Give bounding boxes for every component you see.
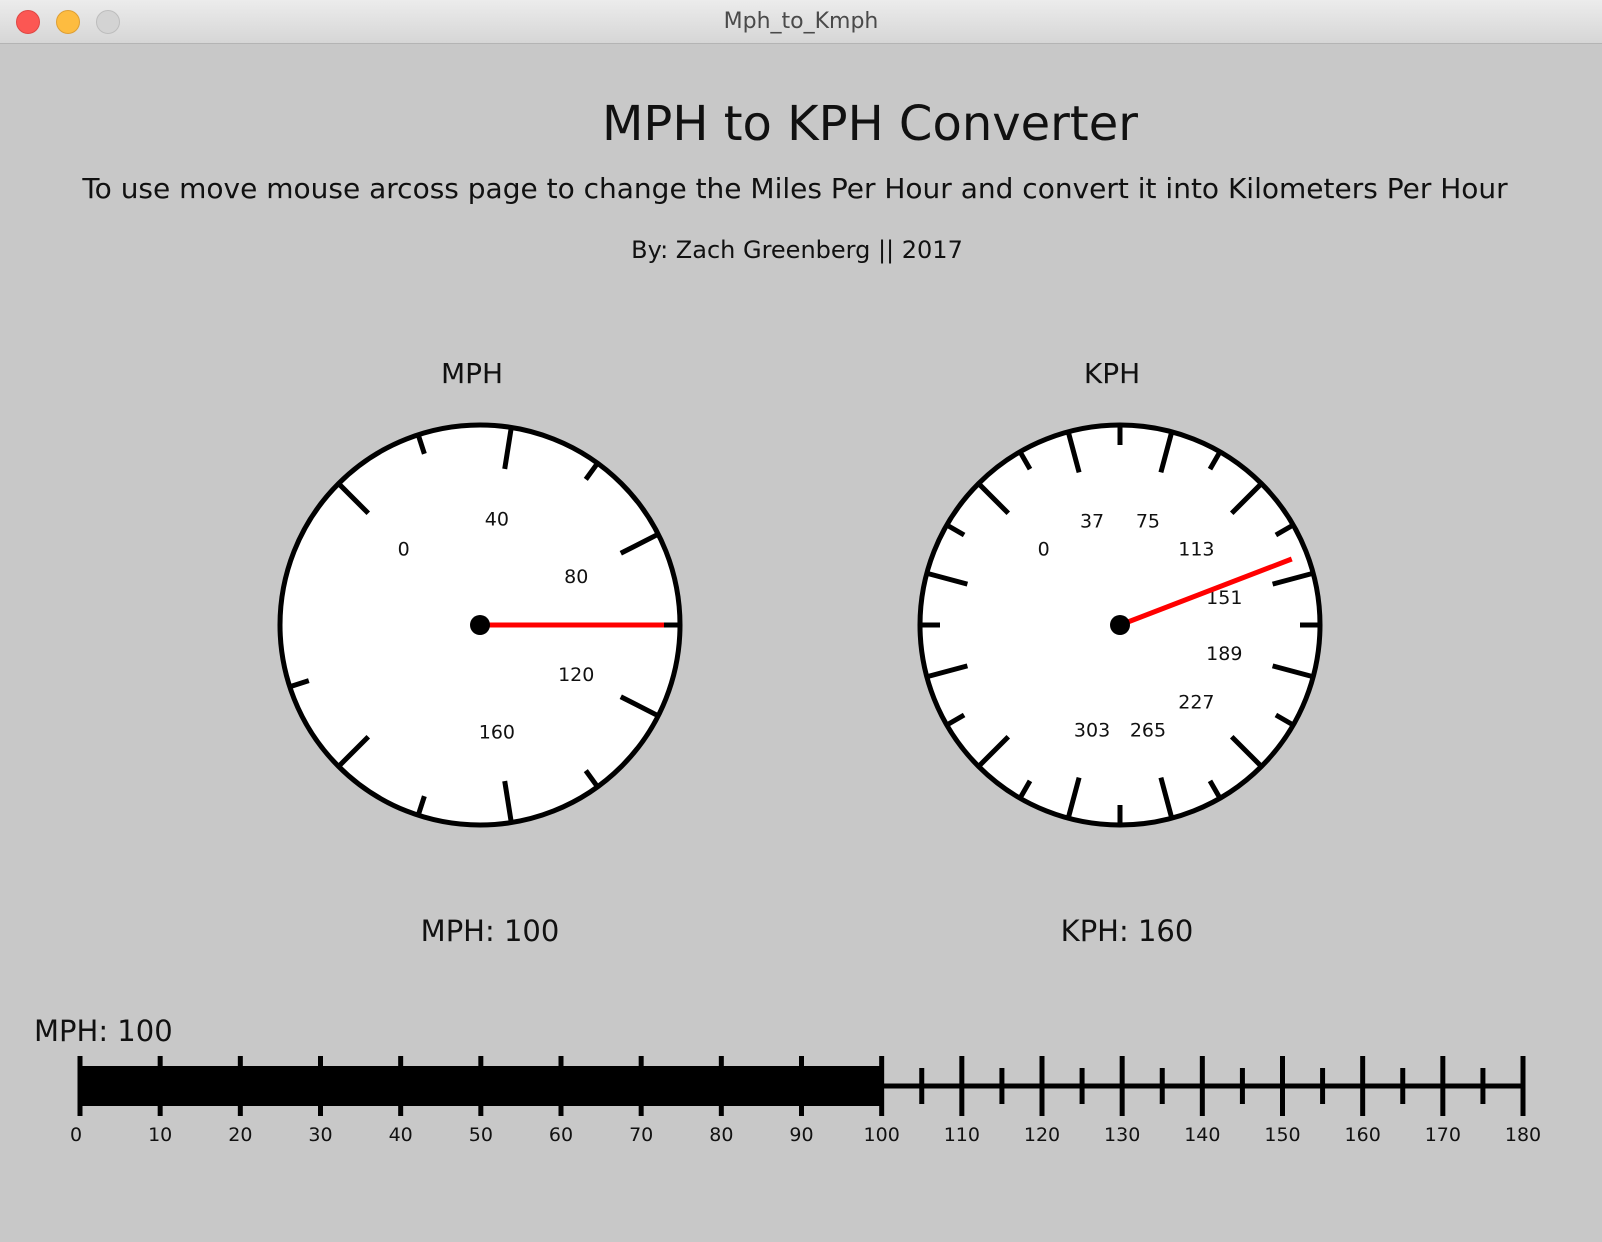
close-button[interactable] bbox=[16, 10, 40, 34]
slider-tick-label: 150 bbox=[1264, 1124, 1300, 1146]
kph-minor-tick bbox=[1017, 779, 1033, 800]
mph-tick-label: 40 bbox=[485, 508, 509, 530]
kph-minor-tick bbox=[945, 712, 966, 728]
mph-minor-tick bbox=[415, 434, 427, 455]
mph-major-tick bbox=[619, 694, 660, 719]
slider-tick-label: 180 bbox=[1505, 1124, 1541, 1146]
kph-tick-label: 37 bbox=[1080, 511, 1104, 533]
slider-tick-label: 20 bbox=[228, 1124, 252, 1146]
kph-major-tick bbox=[1158, 431, 1175, 474]
kph-tick-label: 189 bbox=[1206, 643, 1242, 665]
kph-tick-label: 151 bbox=[1206, 587, 1242, 609]
kph-major-tick bbox=[1158, 776, 1175, 819]
slider-tick-label: 30 bbox=[308, 1124, 332, 1146]
slider-tick-label: 170 bbox=[1425, 1124, 1461, 1146]
mph-major-tick bbox=[619, 531, 660, 556]
kph-major-tick bbox=[976, 734, 1011, 769]
kph-major-tick bbox=[926, 663, 969, 680]
mph-major-tick bbox=[336, 481, 371, 516]
slider-tick-label: 70 bbox=[629, 1124, 653, 1146]
title-bar[interactable]: Mph_to_Kmph bbox=[0, 0, 1602, 44]
mph-tick-label: 160 bbox=[479, 722, 515, 744]
slider-tick-label: 0 bbox=[70, 1124, 82, 1146]
kph-tick-label: 75 bbox=[1136, 511, 1160, 533]
slider-tick-label: 80 bbox=[709, 1124, 733, 1146]
window-title: Mph_to_Kmph bbox=[723, 9, 879, 34]
mph-major-tick bbox=[336, 734, 371, 769]
byline: By: Zach Greenberg || 2017 bbox=[631, 236, 963, 264]
kph-readout: KPH: 160 bbox=[1060, 914, 1194, 948]
mph-tick-label: 80 bbox=[564, 566, 588, 588]
mph-needle-hub bbox=[470, 615, 490, 635]
kph-minor-tick bbox=[945, 522, 966, 538]
slider-tick-label: 90 bbox=[789, 1124, 813, 1146]
kph-gauge-label: KPH bbox=[1084, 357, 1140, 390]
kph-major-tick bbox=[976, 481, 1011, 516]
kph-tick-label: 0 bbox=[1038, 539, 1050, 561]
kph-major-tick bbox=[1229, 481, 1264, 516]
kph-major-tick bbox=[1271, 663, 1314, 680]
mph-tick-label: 120 bbox=[558, 664, 594, 686]
mph-minor-tick bbox=[415, 795, 427, 816]
zoom-button[interactable] bbox=[96, 10, 120, 34]
slider-tick-label: 160 bbox=[1345, 1124, 1381, 1146]
mph-readout: MPH: 100 bbox=[420, 914, 560, 948]
slider-tick-label: 40 bbox=[389, 1124, 413, 1146]
slider-tick-label: 140 bbox=[1184, 1124, 1220, 1146]
slider-value-label: MPH: 100 bbox=[34, 1014, 173, 1048]
slider-tick-label: 130 bbox=[1104, 1124, 1140, 1146]
mph-minor-tick bbox=[583, 769, 600, 789]
kph-tick-label: 113 bbox=[1178, 539, 1214, 561]
slider-tick-label: 10 bbox=[148, 1124, 172, 1146]
kph-minor-tick bbox=[1207, 450, 1223, 471]
kph-major-tick bbox=[926, 570, 969, 587]
kph-minor-tick bbox=[1017, 450, 1033, 471]
slider-tick-label: 60 bbox=[549, 1124, 573, 1146]
mph-tick-label: 0 bbox=[398, 539, 410, 561]
mph-minor-tick bbox=[289, 678, 310, 690]
kph-needle bbox=[1119, 556, 1293, 628]
page-title: MPH to KPH Converter bbox=[602, 96, 1138, 152]
kph-minor-tick bbox=[1274, 522, 1295, 538]
mph-major-tick bbox=[502, 780, 514, 823]
slider-tick-label: 120 bbox=[1024, 1124, 1060, 1146]
instructions-text: To use move mouse arcoss page to change … bbox=[82, 172, 1508, 205]
mph-major-tick bbox=[502, 427, 514, 470]
kph-major-tick bbox=[1229, 734, 1264, 769]
kph-major-tick bbox=[1271, 570, 1314, 587]
kph-needle-hub bbox=[1110, 615, 1130, 635]
slider-tick-label: 100 bbox=[864, 1124, 900, 1146]
minimize-button[interactable] bbox=[56, 10, 80, 34]
kph-minor-tick bbox=[1207, 779, 1223, 800]
kph-major-tick bbox=[1065, 431, 1082, 474]
slider-tick-label: 50 bbox=[469, 1124, 493, 1146]
kph-tick-label: 303 bbox=[1074, 719, 1110, 741]
kph-major-tick bbox=[1065, 776, 1082, 819]
kph-tick-label: 265 bbox=[1130, 719, 1166, 741]
mph-minor-tick bbox=[583, 461, 600, 481]
kph-tick-label: 227 bbox=[1178, 691, 1214, 713]
slider-tick-label: 110 bbox=[944, 1124, 980, 1146]
kph-minor-tick bbox=[1274, 712, 1295, 728]
mph-gauge-label: MPH bbox=[441, 357, 503, 390]
